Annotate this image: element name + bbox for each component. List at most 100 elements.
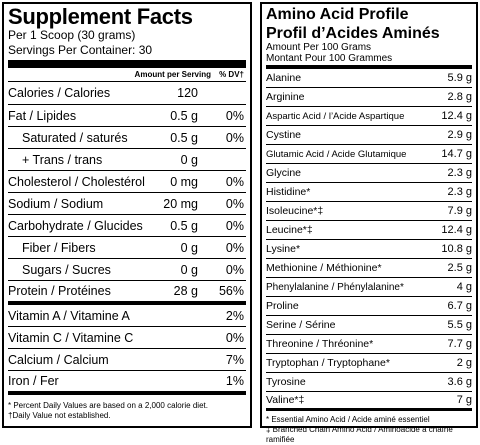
amino-row: Isoleucine*‡ 7.9 g — [266, 202, 472, 221]
amino-name: Isoleucine*‡ — [266, 205, 324, 217]
nutrient-name: Calcium / Calcium — [8, 352, 109, 367]
amino-value: 14.7 g — [441, 148, 472, 160]
amino-row: Glutamic Acid / Acide Glutamique 14.7 g — [266, 145, 472, 164]
amino-value: 2.3 g — [447, 186, 472, 198]
mineral-row: Calcium / Calcium 7% — [8, 349, 246, 371]
amino-value: 2.3 g — [447, 167, 472, 179]
amino-value: 2.8 g — [447, 91, 472, 103]
amino-value: 2.9 g — [447, 129, 472, 141]
servings-per-container: Servings Per Container: 30 — [8, 43, 153, 57]
amino-value: 3.6 g — [447, 376, 472, 388]
nutrient-name: + Trans / trans — [22, 152, 103, 167]
amino-name: Alanine — [266, 72, 302, 84]
amino-row: Leucine*‡ 12.4 g — [266, 221, 472, 240]
nutrient-amount: 28 g — [173, 284, 198, 298]
nutrient-dv: 0% — [225, 218, 244, 233]
amino-name: Aspartic Acid / l’Acide Aspartique — [266, 110, 405, 122]
amino-row: Tyrosine 3.6 g — [266, 373, 472, 392]
amino-acid-panel: Amino Acid Profile Profil d’Acides Aminé… — [260, 2, 478, 444]
supplement-facts-panel: Supplement Facts Per 1 Scoop (30 grams) … — [2, 2, 252, 428]
amino-name: Threonine / Thréonine* — [266, 338, 374, 350]
nutrient-row: Carbohydrate / Glucides 0.5 g 0% — [8, 215, 246, 237]
nutrient-name: Fat / Lipides — [8, 108, 77, 123]
nutrient-dv: 0% — [225, 196, 244, 211]
nutrient-row: Protein / Protéines 28 g 56% — [8, 281, 246, 305]
nutrient-dv: 0% — [225, 330, 244, 345]
thick-divider — [266, 65, 472, 69]
nutrient-dv: 0% — [225, 130, 244, 145]
thick-divider — [8, 60, 246, 68]
nutrient-amount: 0.5 g — [170, 108, 198, 123]
amino-footnotes: * Essential Amino Acid / Acide aminé ess… — [266, 415, 472, 445]
footnote-not-established: †Daily Value not established. — [8, 411, 111, 420]
nutrient-dv: 0% — [225, 108, 244, 123]
serving-size: Per 1 Scoop (30 grams) — [8, 28, 136, 42]
amino-title-fr: Profil d’Acides Aminés — [266, 25, 440, 42]
mineral-row: Iron / Fer 1% — [8, 371, 246, 395]
amino-value: 7 g — [456, 394, 472, 406]
nutrient-row: Calories / Calories 120 — [8, 82, 246, 105]
amino-name: Methionine / Méthionine* — [266, 262, 382, 274]
amino-name: Lysine* — [266, 243, 301, 255]
amino-value: 5.9 g — [447, 72, 472, 84]
nutrient-amount: 0 g — [180, 240, 198, 255]
amino-row: Alanine 5.9 g — [266, 69, 472, 88]
amino-row: Histidine* 2.3 g — [266, 183, 472, 202]
amino-title-en: Amino Acid Profile — [266, 6, 409, 23]
nutrient-row: Fiber / Fibers 0 g 0% — [8, 237, 246, 259]
amino-value: 2 g — [456, 357, 472, 369]
amino-name: Glycine — [266, 167, 302, 179]
amino-value: 5.5 g — [447, 319, 472, 331]
supplement-facts-title: Supplement Facts — [8, 4, 193, 29]
nutrient-dv: 2% — [225, 308, 244, 323]
nutrient-dv: 0% — [225, 262, 244, 277]
amino-name: Glutamic Acid / Acide Glutamique — [266, 148, 407, 160]
amount-header: Amount per Serving — [134, 70, 211, 79]
vitamin-row: Vitamin A / Vitamine A 2% — [8, 305, 246, 327]
nutrient-name: Iron / Fer — [8, 374, 59, 388]
nutrient-row: Sugars / Sucres 0 g 0% — [8, 259, 246, 281]
nutrient-name: Carbohydrate / Glucides — [8, 218, 143, 233]
amino-name: Arginine — [266, 91, 305, 103]
amino-row: Lysine* 10.8 g — [266, 240, 472, 259]
amino-row: Tryptophan / Tryptophane* 2 g — [266, 354, 472, 373]
nutrient-row: Sodium / Sodium 20 mg 0% — [8, 193, 246, 215]
amino-name: Tyrosine — [266, 376, 306, 388]
amino-value: 6.7 g — [447, 300, 472, 312]
amino-row: Cystine 2.9 g — [266, 126, 472, 145]
dv-header: % DV† — [219, 70, 244, 79]
amino-row: Methionine / Méthionine* 2.5 g — [266, 259, 472, 278]
nutrient-dv: 1% — [225, 374, 244, 388]
nutrient-row: + Trans / trans 0 g — [8, 149, 246, 171]
amino-name: Histidine* — [266, 186, 311, 198]
footnotes: * Percent Daily Values are based on a 2,… — [8, 401, 246, 421]
nutrient-dv: 56% — [218, 284, 244, 298]
nutrient-name: Vitamin C / Vitamine C — [8, 330, 134, 345]
amino-name: Leucine*‡ — [266, 224, 313, 236]
amino-name: Proline — [266, 300, 299, 312]
nutrient-name: Saturated / saturés — [22, 130, 128, 145]
nutrient-amount: 0 mg — [170, 174, 198, 189]
amino-name: Cystine — [266, 129, 302, 141]
nutrient-amount: 0.5 g — [170, 130, 198, 145]
amino-value: 7.9 g — [447, 205, 472, 217]
nutrient-dv: 0% — [225, 174, 244, 189]
amino-value: 12.4 g — [441, 110, 472, 122]
nutrient-name: Vitamin A / Vitamine A — [8, 308, 130, 323]
nutrient-amount: 0 g — [180, 262, 198, 277]
amino-value: 10.8 g — [441, 243, 472, 255]
nutrient-name: Calories / Calories — [8, 86, 111, 100]
amino-value: 7.7 g — [447, 338, 472, 350]
amino-name: Tryptophan / Tryptophane* — [266, 357, 390, 369]
amino-name: Phenylalanine / Phénylalanine* — [266, 281, 404, 293]
footnote-daily-values: * Percent Daily Values are based on a 2,… — [8, 401, 208, 410]
nutrient-amount: 0 g — [180, 152, 198, 167]
amount-per-en: Amount Per 100 Grams — [266, 42, 372, 53]
nutrient-dv: 7% — [225, 352, 244, 367]
amino-row: Arginine 2.8 g — [266, 88, 472, 107]
nutrient-name: Protein / Protéines — [8, 284, 111, 298]
amino-row: Threonine / Thréonine* 7.7 g — [266, 335, 472, 354]
nutrient-name: Fiber / Fibers — [22, 240, 96, 255]
column-header: Amount per Serving % DV† — [8, 68, 246, 82]
nutrient-row: Cholesterol / Cholestérol 0 mg 0% — [8, 171, 246, 193]
